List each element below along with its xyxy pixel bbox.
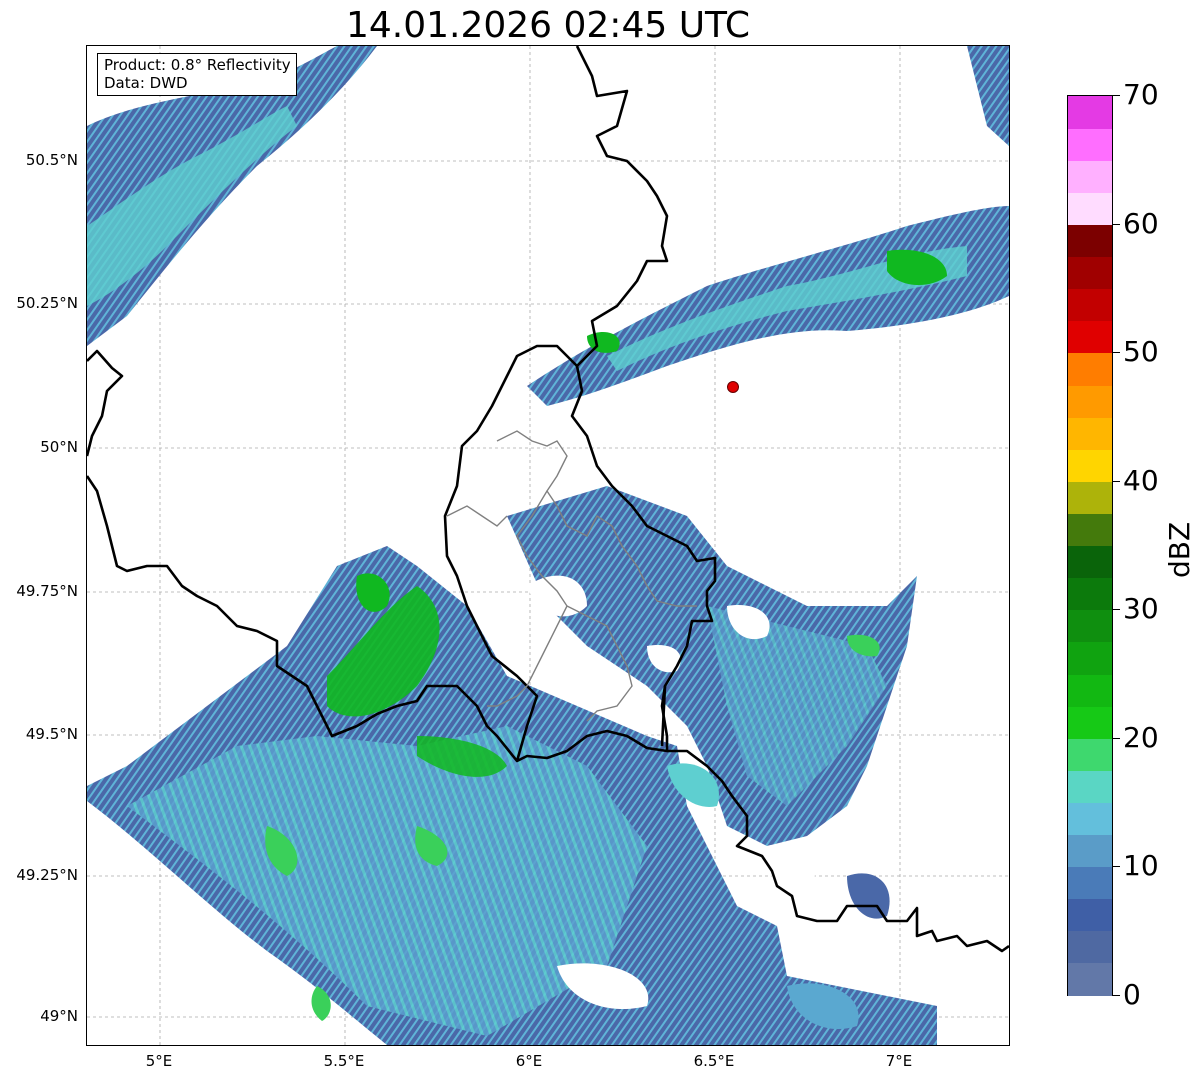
y-tick-label: 49.25°N [16,866,78,884]
x-tick-label: 5°E [145,1052,173,1070]
colorbar-segment [1068,770,1112,803]
colorbar-segment [1068,930,1112,964]
colorbar-segment [1068,160,1112,193]
colorbar-tick [1113,737,1120,739]
colorbar-segment [1068,706,1112,739]
colorbar-segment [1068,738,1112,771]
colorbar-tick [1113,223,1120,225]
colorbar-tick-label: 30 [1123,592,1159,626]
region-borders [446,430,697,722]
y-tick-label: 49.75°N [16,582,78,600]
colorbar-segment [1068,641,1112,675]
x-tick-label: 6.5°E [693,1052,735,1070]
data-source-label: Data: DWD [104,74,188,92]
colorbar-segment [1068,449,1112,482]
colorbar-tick-label: 70 [1123,78,1159,111]
colorbar-segment [1068,802,1112,836]
colorbar-segment [1068,320,1112,354]
colorbar-tick-label: 20 [1123,720,1159,754]
colorbar-segment [1068,545,1112,579]
colorbar-segment [1068,673,1112,707]
product-label: Product: 0.8° Reflectivity [104,56,291,74]
colorbar-segment [1068,513,1112,547]
colorbar-tick [1113,995,1120,996]
colorbar-segment [1068,192,1112,226]
colorbar-tick [1113,352,1120,354]
colorbar-segment [1068,481,1112,514]
colorbar-tick-label: 0 [1123,978,1141,1011]
radar-map[interactable] [86,45,1010,1046]
x-tick-label: 7°E [885,1052,913,1070]
colorbar-tick-label: 40 [1123,463,1159,497]
colorbar-segment [1068,96,1112,129]
radar-map-canvas [87,46,1009,1045]
colorbar-tick-label: 60 [1123,206,1159,240]
colorbar-tick [1113,609,1120,611]
y-tick-label: 50.5°N [25,151,78,169]
colorbar-tick-label: 50 [1123,335,1159,369]
colorbar-segment [1068,866,1112,900]
x-tick-label: 6°E [515,1052,543,1070]
colorbar-title-wrap: dBZ [1163,522,1196,638]
colorbar-segment [1068,384,1112,418]
colorbar-segment [1068,962,1112,996]
x-tick-label: 5.5°E [323,1052,365,1070]
precipitation-echoes [87,46,1009,1045]
y-tick-label: 49.5°N [25,725,78,743]
colorbar-tick [1113,480,1120,482]
colorbar-segment [1068,417,1112,450]
y-tick-label: 49°N [40,1007,78,1025]
y-tick-label: 50°N [40,438,78,456]
colorbar-segment [1068,609,1112,643]
country-borders [87,46,1009,953]
radar-site-marker [727,381,739,393]
colorbar-segment [1068,256,1112,290]
colorbar-title: dBZ [1163,521,1196,578]
colorbar-segment [1068,352,1112,386]
map-title: 14.01.2026 02:45 UTC [345,5,751,46]
colorbar-tick-label: 10 [1123,849,1159,883]
y-tick-label: 50.25°N [16,294,78,312]
colorbar-tick [1113,866,1120,868]
colorbar-segment [1068,834,1112,868]
colorbar-segment [1068,577,1112,611]
colorbar-tick [1113,95,1120,96]
product-info-box: Product: 0.8° Reflectivity Data: DWD [97,53,297,96]
colorbar [1067,95,1113,996]
colorbar-segment [1068,128,1112,161]
colorbar-segment [1068,288,1112,322]
colorbar-segment [1068,224,1112,258]
colorbar-segment [1068,898,1112,932]
